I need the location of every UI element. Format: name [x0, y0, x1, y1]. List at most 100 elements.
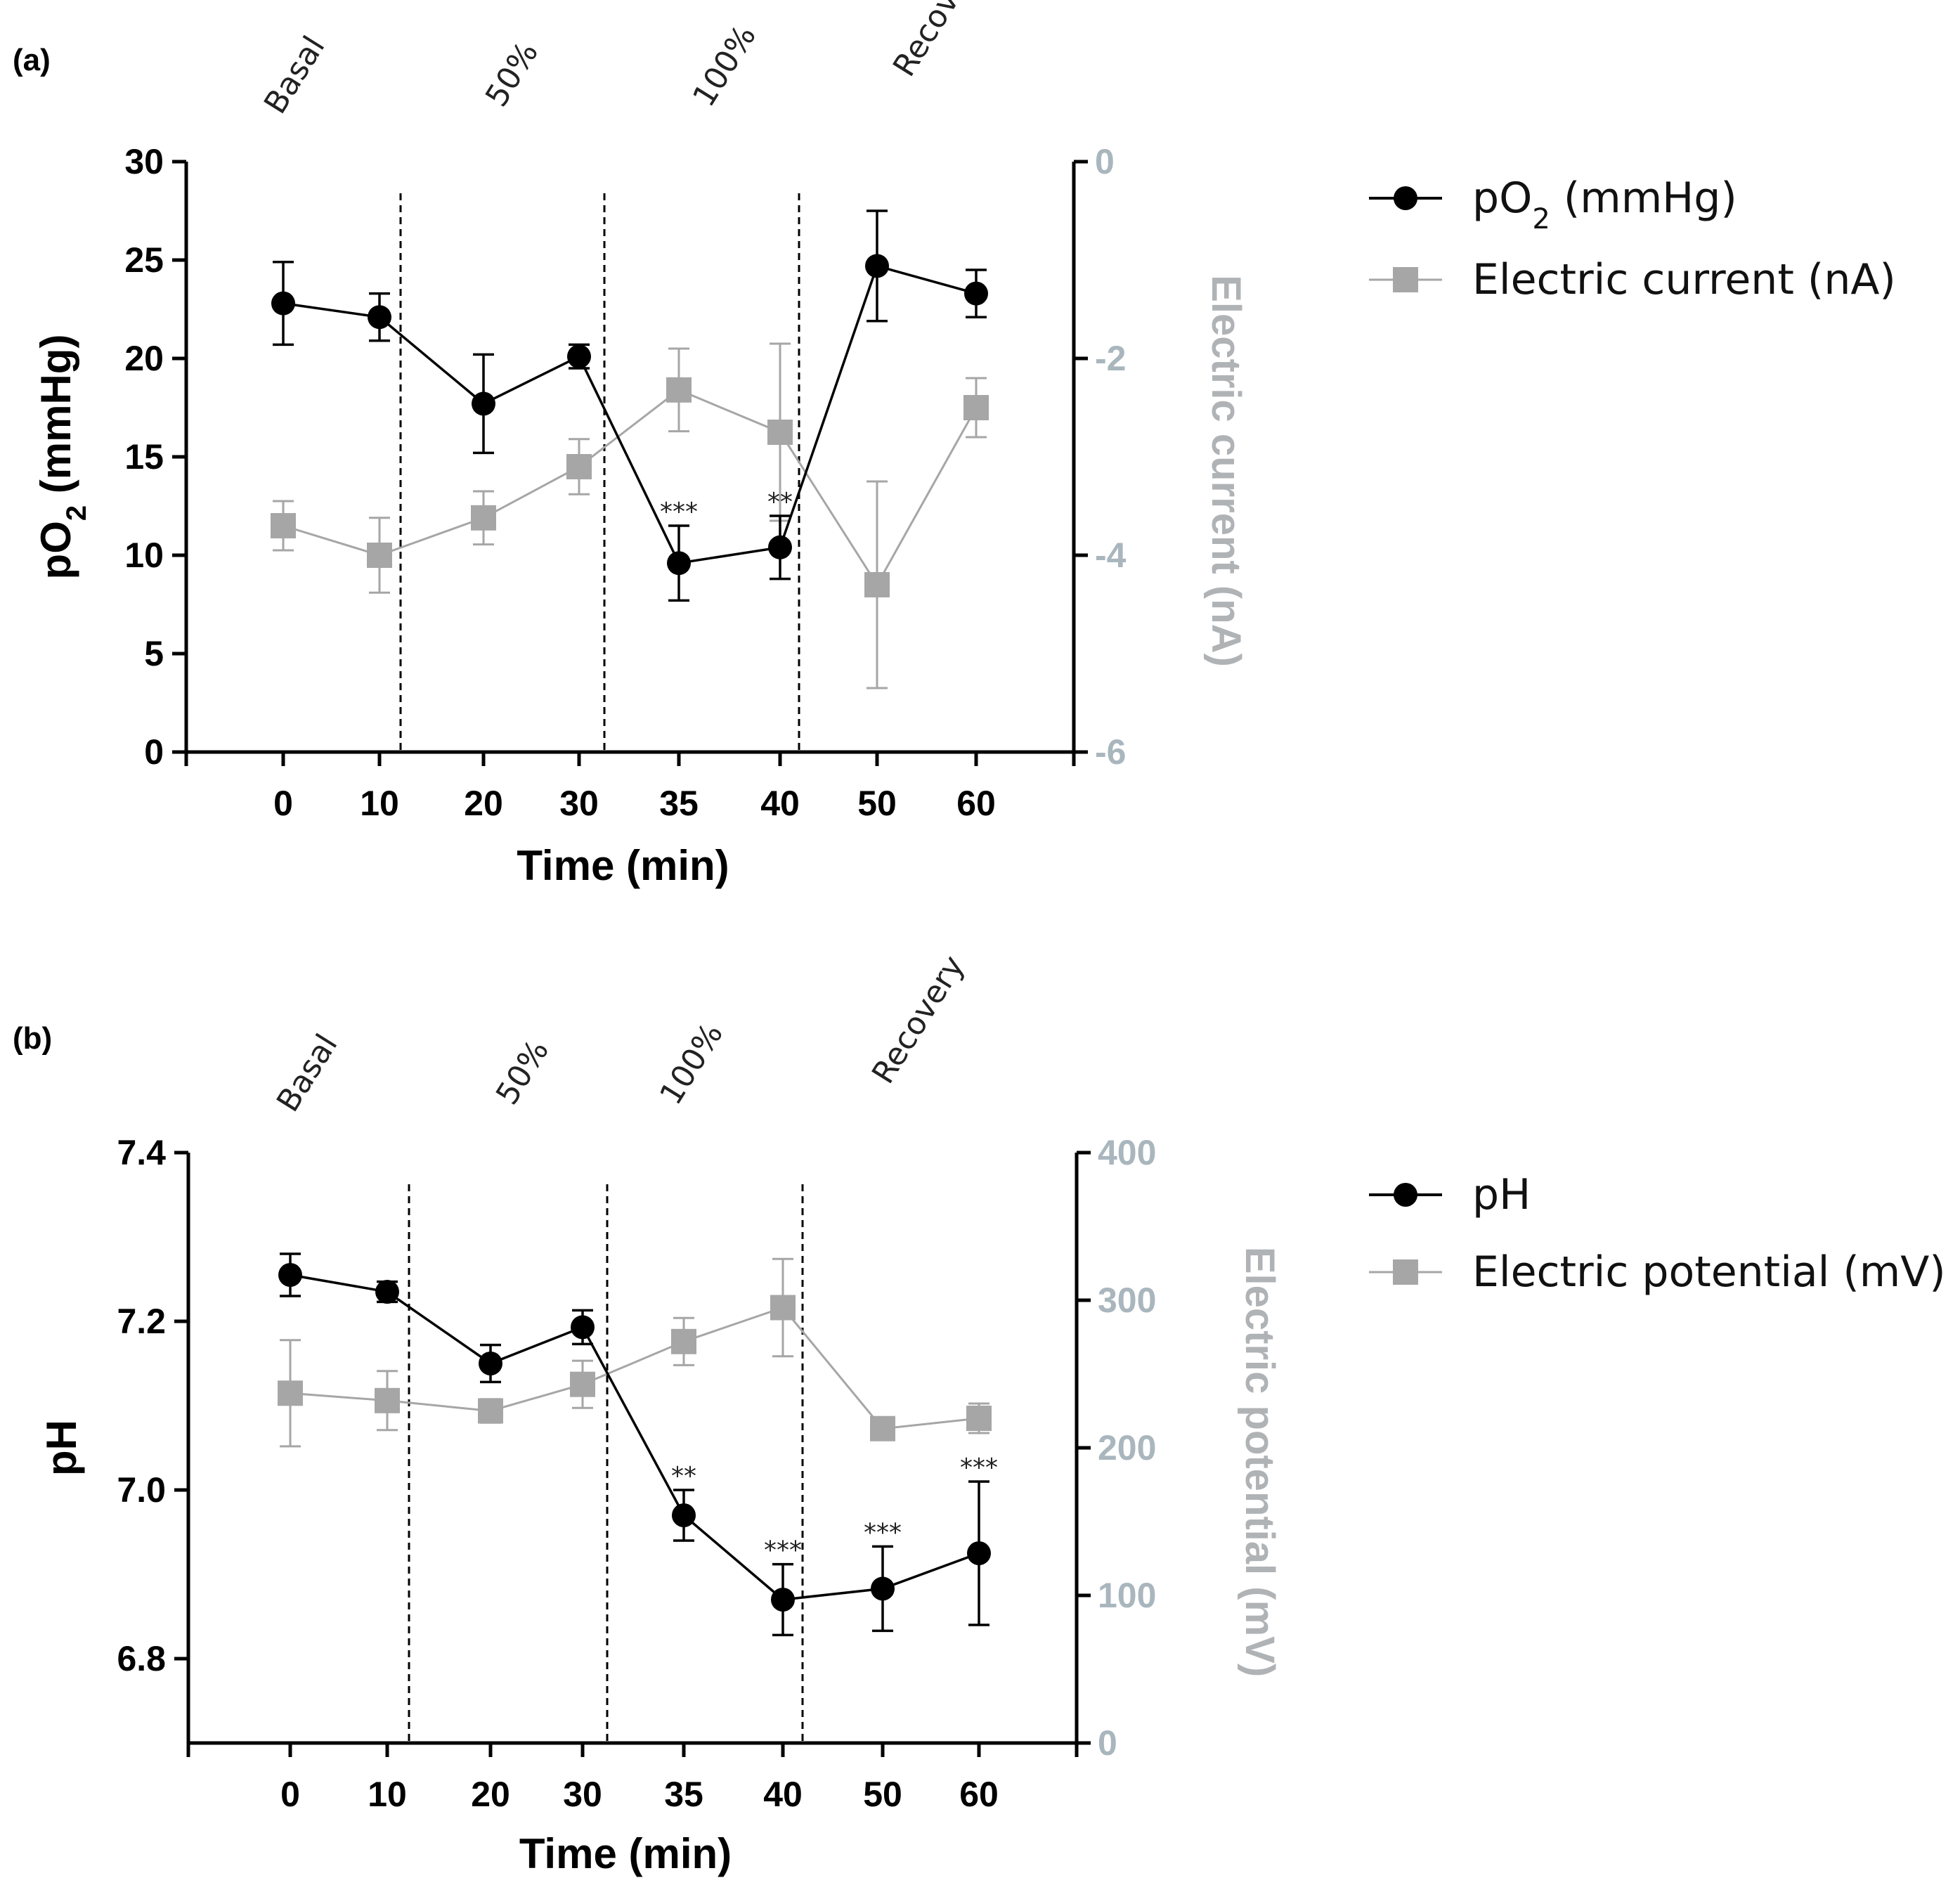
data-point [865, 254, 889, 278]
legend-label: pH [1472, 1170, 1531, 1219]
y-tick-label-right: -4 [1095, 536, 1127, 575]
data-point [478, 1398, 503, 1424]
data-point [864, 572, 890, 597]
data-point [471, 505, 496, 531]
significance-label: *** [660, 498, 698, 526]
chart-a: (a) Basal 50% 100% Recovery 0 5 10 15 20 25 30 -6 -4 -… [13, 0, 1896, 889]
data-point [966, 1406, 992, 1431]
legend-marker [1393, 267, 1418, 292]
x-tick-label: 35 [664, 1775, 703, 1814]
data-point [472, 391, 495, 416]
x-tick-label: 10 [360, 784, 399, 823]
y-tick-label-left: 0 [144, 732, 164, 772]
significance-label: ** [767, 488, 793, 517]
x-tick-label: 0 [280, 1775, 300, 1814]
x-tick-label: 35 [659, 784, 699, 823]
phase-label: 100% [686, 19, 763, 113]
y-tick-label-right: -2 [1095, 339, 1126, 378]
phase-label: Recovery [865, 950, 971, 1090]
y-tick-label-right: 0 [1098, 1723, 1117, 1763]
data-point [770, 1295, 796, 1321]
x-tick-label: 20 [464, 784, 503, 823]
data-point [367, 543, 392, 568]
data-point [271, 291, 295, 316]
legend-marker [1393, 1259, 1418, 1285]
x-tick-label: 0 [273, 784, 293, 823]
series-line [290, 1274, 980, 1601]
x-tick-label: 50 [863, 1775, 902, 1814]
data-point [767, 420, 793, 445]
panel-label: (b) [13, 1021, 52, 1056]
data-point [566, 454, 592, 479]
x-axis-title: Time (min) [517, 842, 729, 889]
y-tick-label-right: 100 [1098, 1576, 1156, 1615]
series-primary: *** ** [271, 209, 988, 602]
y-tick-label-left: 7.2 [117, 1302, 166, 1341]
data-point [667, 551, 691, 576]
y-tick-label-right: 400 [1098, 1133, 1156, 1172]
significance-label: ** [671, 1462, 696, 1491]
x-tick-label: 60 [959, 1775, 999, 1814]
data-point [567, 344, 591, 369]
y-tick-label-right: 300 [1098, 1281, 1156, 1320]
series-secondary [278, 1257, 992, 1448]
data-point [375, 1280, 399, 1304]
data-point [375, 1387, 400, 1413]
legend-label: Electric current (nA) [1472, 255, 1896, 304]
x-tick-label: 20 [471, 1775, 510, 1814]
data-point [963, 395, 989, 420]
x-tick-label: 30 [563, 1775, 602, 1814]
x-tick-label: 40 [760, 784, 800, 823]
series-line [290, 1306, 980, 1430]
chart-b: (b) Basal 50% 100% Recovery6.87.07.27.401002… [13, 950, 1946, 1877]
phase-label: Basal [257, 30, 332, 120]
significance-label: *** [864, 1518, 902, 1547]
x-tick-label: 60 [956, 784, 996, 823]
phase-label: Basal [270, 1028, 344, 1118]
data-point [278, 1263, 302, 1287]
data-point [479, 1352, 502, 1375]
y-tick-label-left: 15 [124, 437, 164, 477]
data-point [870, 1415, 895, 1441]
x-tick-label: 40 [763, 1775, 803, 1814]
data-point [771, 1588, 795, 1612]
y-tick-label-left: 20 [124, 339, 164, 378]
data-point [871, 1576, 895, 1601]
x-tick-label: 30 [559, 784, 599, 823]
y-tick-label-left: 7.4 [117, 1133, 166, 1172]
y-tick-label-right: -6 [1095, 732, 1126, 772]
y-axis-title-left: pH [38, 1420, 85, 1476]
data-point [666, 377, 692, 403]
panel-label: (a) [13, 43, 51, 77]
legend-label: Electric potential (mV) [1472, 1248, 1946, 1297]
legend-marker [1394, 186, 1417, 210]
legend-label: pO2 (mmHg) [1472, 174, 1737, 235]
data-point [271, 513, 296, 538]
y-axis-title-left: pO2 (mmHg) [32, 335, 92, 580]
phase-label: Recovery [886, 0, 992, 83]
significance-label: *** [764, 1536, 802, 1565]
x-axis-title: Time (min) [519, 1830, 732, 1877]
series-line [283, 264, 977, 565]
phase-label: 50% [479, 36, 545, 113]
y-tick-label-left: 10 [124, 536, 164, 575]
x-tick-label: 10 [368, 1775, 407, 1814]
significance-label: *** [960, 1453, 998, 1482]
series-line [283, 389, 978, 587]
data-point [671, 1328, 696, 1354]
data-point [278, 1380, 303, 1406]
y-tick-label-left: 6.8 [117, 1639, 166, 1678]
data-point [368, 305, 391, 330]
y-axis-title-right: Electric current (nA) [1203, 275, 1249, 667]
data-point [768, 535, 792, 559]
data-point [570, 1371, 595, 1397]
y-tick-label-left: 30 [124, 142, 164, 181]
y-axis-title-right: Electric potential (mV) [1237, 1247, 1283, 1677]
y-tick-label-left: 5 [144, 634, 164, 673]
data-point [964, 281, 988, 306]
x-tick-label: 50 [857, 784, 897, 823]
y-tick-label-right: 200 [1098, 1428, 1156, 1467]
data-point [571, 1315, 595, 1340]
data-point [967, 1541, 991, 1565]
